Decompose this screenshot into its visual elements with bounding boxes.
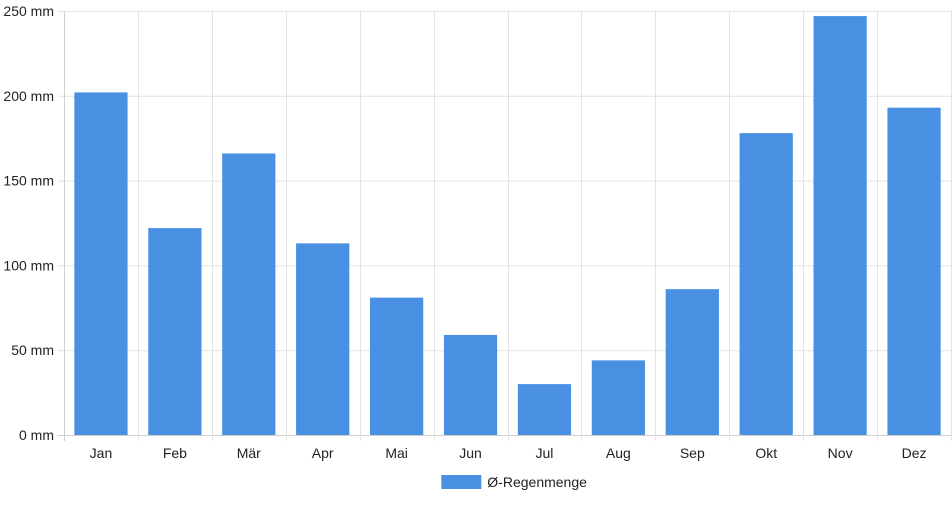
- x-tick-label: Feb: [163, 445, 187, 461]
- bar: [443, 334, 498, 435]
- y-tick-label: 100 mm: [3, 257, 54, 273]
- x-tick-label: Okt: [755, 445, 777, 461]
- x-tick-label: Mai: [385, 445, 408, 461]
- bar: [370, 297, 424, 435]
- x-tick-label: Dez: [902, 445, 927, 461]
- bar: [887, 107, 941, 435]
- legend[interactable]: Ø-Regenmenge: [441, 474, 587, 490]
- x-tick-label: Jun: [459, 445, 482, 461]
- bar: [517, 384, 572, 435]
- x-tick-label: Aug: [606, 445, 631, 461]
- y-tick-label: 200 mm: [3, 88, 54, 104]
- x-tick-label: Jul: [536, 445, 554, 461]
- bar: [813, 16, 867, 435]
- x-tick-label: Sep: [680, 445, 705, 461]
- y-axis: 0 mm 50 mm 100 mm 150 mm 200 mm 250 mm: [3, 3, 54, 443]
- x-tick-label: Nov: [828, 445, 853, 461]
- bar: [591, 360, 645, 435]
- x-tick-label: Jan: [90, 445, 113, 461]
- x-tick-label: Mär: [237, 445, 261, 461]
- bar: [739, 133, 793, 435]
- y-tick-label: 150 mm: [3, 173, 54, 189]
- legend-swatch: [441, 475, 482, 489]
- legend-label: Ø-Regenmenge: [487, 474, 587, 490]
- y-tick-label: 0 mm: [19, 427, 54, 443]
- bar: [665, 289, 719, 435]
- x-axis: Jan Feb Mär Apr Mai Jun Jul Aug Sep Okt Nov Dez: [90, 445, 927, 461]
- grid: [58, 11, 952, 441]
- bars: [74, 16, 941, 436]
- bar: [222, 153, 276, 436]
- y-tick-label: 250 mm: [3, 3, 54, 19]
- y-tick-label: 50 mm: [11, 342, 54, 358]
- x-tick-label: Apr: [312, 445, 334, 461]
- bar: [296, 243, 350, 435]
- bar: [74, 92, 128, 436]
- bar: [148, 228, 202, 435]
